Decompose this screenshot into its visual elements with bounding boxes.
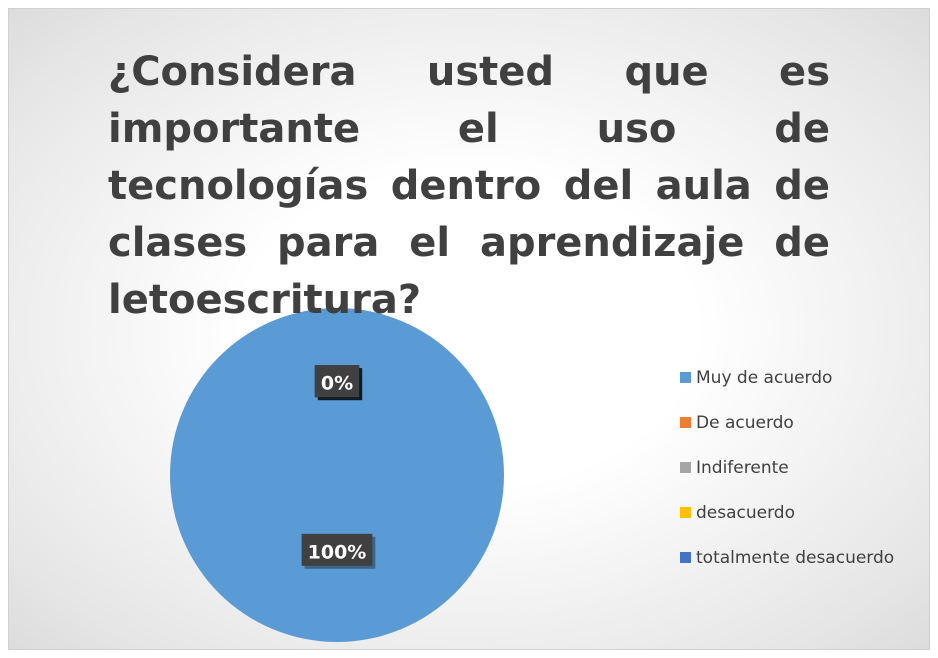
legend-swatch: [680, 507, 691, 518]
legend-label: Muy de acuerdo: [696, 368, 832, 388]
legend-swatch: [680, 462, 691, 473]
legend-label: Indiferente: [696, 458, 789, 478]
legend-swatch: [680, 417, 691, 428]
legend-label: desacuerdo: [696, 503, 795, 523]
data-label-box: [314, 365, 360, 398]
pie-slice: [170, 308, 504, 642]
legend-label: De acuerdo: [696, 413, 794, 433]
legend-swatch: [680, 372, 691, 383]
data-label-text: 100%: [308, 541, 367, 563]
data-label: 100%: [301, 533, 376, 569]
data-label: 0%: [314, 365, 363, 401]
legend-label: totalmente desacuerdo: [696, 548, 894, 568]
data-label-box: [301, 533, 373, 566]
data-label-text: 0%: [321, 373, 353, 395]
chart-title: ¿Considera usted que es importante el us…: [108, 49, 830, 323]
legend-swatch: [680, 552, 691, 563]
